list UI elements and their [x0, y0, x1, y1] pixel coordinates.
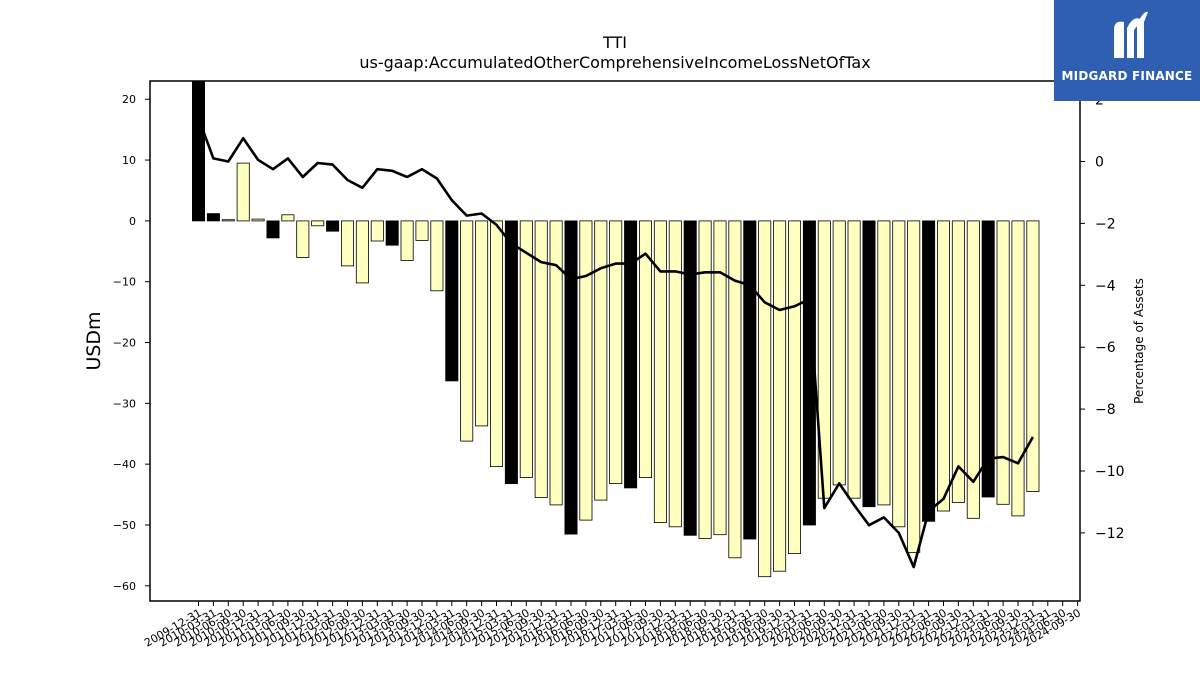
bar: [951, 220, 965, 503]
y-tick-label: −20: [113, 337, 136, 350]
y2-tick-label: −12: [1095, 526, 1125, 542]
bar: [773, 220, 787, 572]
bar: [296, 220, 310, 258]
y-tick-label: −30: [113, 397, 136, 410]
bar: [489, 220, 503, 467]
chart-subtitle: us-gaap:AccumulatedOtherComprehensiveInc…: [359, 53, 870, 72]
bar: [847, 220, 861, 499]
bar: [415, 220, 429, 241]
bar: [922, 220, 936, 522]
plot-marks: 20100−10−20−30−40−50−6020−2−4−6−8−10−122…: [113, 80, 1125, 650]
bar: [728, 220, 742, 559]
y2-tick-label: −10: [1095, 464, 1125, 480]
bar: [743, 220, 757, 540]
bar: [907, 220, 921, 553]
bar: [892, 220, 906, 528]
y-tick-label: 20: [122, 93, 136, 106]
bar: [191, 80, 205, 222]
y2-tick-label: −8: [1095, 402, 1116, 418]
bar: [1026, 220, 1040, 492]
y-tick-label: −40: [113, 458, 136, 471]
bar: [609, 220, 623, 485]
bar: [355, 220, 369, 284]
bar: [445, 220, 459, 382]
y2-tick-label: −4: [1095, 278, 1116, 294]
bar: [281, 214, 295, 222]
y-tick-label: 10: [122, 154, 136, 167]
pct-assets-line: [197, 117, 1035, 569]
y2-axis-label: Percentage of Assets: [1132, 278, 1146, 404]
bar: [475, 220, 489, 427]
bar: [370, 220, 384, 242]
bar: [788, 220, 802, 555]
bar: [668, 220, 682, 528]
bar: [311, 220, 325, 227]
bar: [683, 220, 697, 536]
bar: [504, 220, 518, 485]
bar: [340, 220, 354, 267]
brand-logo: MIDGARD FINANCE: [1054, 0, 1200, 101]
bar: [624, 220, 638, 489]
y2-tick-label: −6: [1095, 340, 1116, 356]
bar: [579, 220, 593, 521]
y-tick-label: 0: [129, 215, 136, 228]
midgard-logo-icon: [1114, 11, 1148, 58]
bar: [236, 162, 250, 222]
bar: [639, 220, 653, 479]
bar: [996, 220, 1010, 505]
bar: [713, 220, 727, 536]
bar: [460, 220, 474, 442]
bar: [430, 220, 444, 292]
bar: [400, 220, 414, 261]
bar: [862, 220, 876, 508]
bar: [981, 220, 995, 498]
bar: [534, 220, 548, 499]
bar: [758, 220, 772, 578]
bar: [251, 218, 265, 222]
plot-frame: [149, 80, 1081, 602]
bar: [877, 220, 891, 506]
y-tick-label: −50: [113, 519, 136, 532]
brand-name: MIDGARD FINANCE: [1061, 69, 1193, 83]
y-tick-label: −10: [113, 276, 136, 289]
bar: [564, 220, 578, 535]
chart-title: TTI: [602, 33, 627, 52]
y-axis-label: USDm: [83, 311, 105, 370]
bar: [385, 220, 399, 246]
bar: [326, 220, 340, 232]
bar: [221, 219, 235, 222]
y-tick-label: −60: [113, 580, 136, 593]
bar: [519, 220, 533, 479]
bar: [832, 220, 846, 486]
bar: [937, 220, 951, 512]
bar: [594, 220, 608, 501]
bar: [698, 220, 712, 539]
bar: [966, 220, 980, 519]
bar: [1011, 220, 1025, 517]
bar: [266, 220, 280, 239]
bar: [549, 220, 563, 506]
y2-tick-label: 0: [1095, 154, 1104, 170]
y2-tick-label: −2: [1095, 216, 1116, 232]
bar: [653, 220, 667, 524]
bar: [206, 213, 220, 222]
